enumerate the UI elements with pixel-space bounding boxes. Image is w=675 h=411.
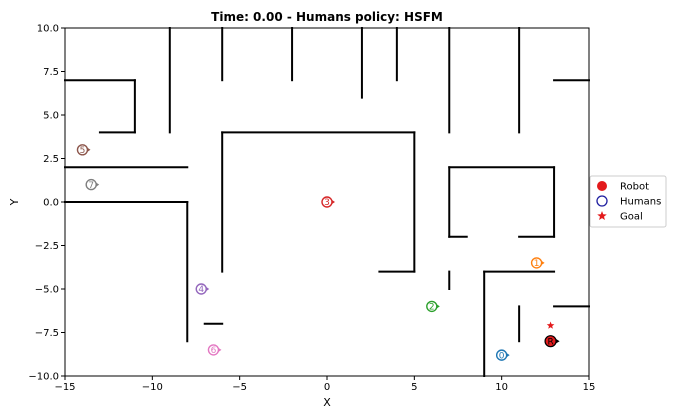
legend-box: [589, 175, 667, 228]
y-tick-label: −10.0: [28, 372, 59, 383]
human-heading: [541, 260, 545, 265]
x-tick-label: 5: [411, 382, 417, 393]
human-heading: [506, 353, 510, 358]
human-heading: [218, 347, 222, 352]
y-tick-label: 10.0: [37, 24, 59, 35]
human-heading: [332, 200, 335, 204]
human-heading: [206, 287, 210, 291]
robot-heading: [556, 339, 560, 344]
robot-layer: R: [544, 335, 560, 347]
human-label: 6: [211, 346, 217, 356]
robot-label: R: [547, 337, 553, 347]
human-6: 6: [207, 344, 222, 356]
y-tick-label: −7.5: [35, 328, 59, 339]
x-tick-label: 0: [324, 382, 330, 393]
human-2: 2: [426, 300, 440, 313]
x-axis-ticks: −15 −10 −5 0 5 10 15: [54, 376, 595, 393]
human-label: 5: [80, 146, 86, 156]
y-tick-label: 7.5: [43, 67, 59, 78]
human-3: 3: [321, 196, 335, 208]
y-tick-label: −5.0: [35, 285, 59, 296]
human-heading: [96, 182, 100, 187]
y-tick-label: 0.0: [43, 198, 59, 209]
human-4: 4: [195, 283, 210, 295]
goal-layer: [546, 321, 555, 329]
x-tick-label: −10: [142, 382, 163, 393]
y-tick-label: −2.5: [35, 241, 59, 252]
chart-title: Time: 0.00 - Humans policy: HSFM: [211, 10, 443, 24]
human-7: 7: [85, 178, 100, 191]
legend-humans-marker: [596, 195, 608, 207]
legend-robot-marker: [597, 181, 607, 191]
x-tick-label: −15: [54, 382, 75, 393]
x-tick-label: 10: [495, 382, 508, 393]
legend-label: Humans: [620, 197, 661, 208]
human-label: 1: [534, 259, 540, 269]
human-label: 4: [198, 285, 204, 295]
x-axis-label: X: [323, 396, 331, 409]
humans-layer: 0 1 2 3 4 5 6 7: [76, 144, 545, 361]
goal-star: [546, 321, 555, 329]
human-1: 1: [530, 257, 545, 269]
legend-goal-marker: [597, 211, 607, 221]
human-label: 2: [429, 303, 435, 313]
y-axis-label: Y: [8, 198, 21, 206]
y-tick-label: 2.5: [43, 154, 59, 165]
human-heading: [87, 147, 91, 152]
human-0: 0: [495, 349, 510, 361]
legend: Robot Humans Goal: [589, 175, 667, 228]
x-tick-label: −5: [232, 382, 247, 393]
human-heading: [436, 304, 440, 309]
human-label: 3: [324, 198, 330, 208]
y-axis-ticks: −10.0 −7.5 −5.0 −2.5 0.0 2.5 5.0 7.5 10.0: [28, 24, 65, 383]
walls-layer: [64, 27, 590, 377]
legend-label: Robot: [620, 182, 649, 193]
y-tick-label: 5.0: [43, 111, 59, 122]
human-label: 0: [499, 351, 505, 361]
legend-label: Goal: [620, 212, 643, 223]
human-5: 5: [76, 144, 91, 156]
x-tick-label: 15: [583, 382, 596, 393]
human-label: 7: [88, 181, 94, 191]
